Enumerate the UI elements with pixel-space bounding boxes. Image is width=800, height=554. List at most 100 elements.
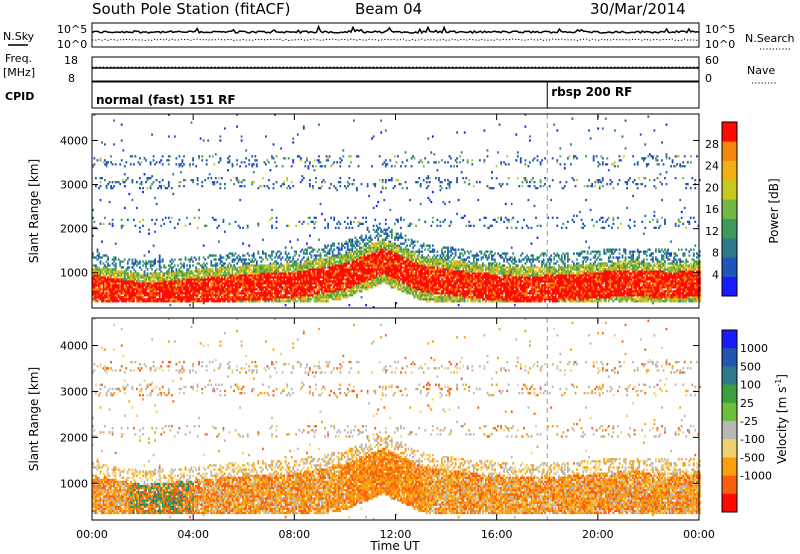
power-cell (271, 298, 273, 301)
power-cell (372, 254, 375, 257)
power-cell (366, 226, 369, 229)
power-cell (378, 222, 381, 225)
power-cell (372, 274, 375, 277)
power-cell (365, 220, 367, 223)
power-cell (104, 292, 106, 295)
power-cell (102, 278, 105, 281)
power-cell (108, 298, 111, 301)
power-cell (92, 280, 94, 283)
power-cell (333, 161, 336, 164)
power-cell (363, 248, 366, 251)
power-cell (424, 258, 427, 261)
power-cell (117, 288, 120, 291)
power-cell (404, 181, 407, 184)
power-cell (356, 248, 358, 251)
power-cell (139, 274, 141, 277)
power-cell (98, 296, 100, 299)
power-cell (321, 276, 323, 279)
power-cell (398, 288, 401, 291)
power-cell (299, 159, 302, 162)
power-cell (398, 236, 401, 239)
power-cell (295, 292, 298, 295)
power-cell (114, 282, 117, 285)
power-cell (202, 256, 205, 259)
power-cell (330, 256, 332, 259)
power-cell (280, 185, 282, 188)
power-cell (213, 163, 216, 166)
power-cell (284, 246, 287, 249)
power-cell (386, 163, 389, 166)
power-cell (371, 238, 373, 241)
power-cell (389, 159, 392, 162)
power-cell (286, 282, 288, 285)
power-cell (224, 187, 226, 190)
power-cell (339, 185, 342, 188)
power-cell (105, 161, 108, 164)
power-cell (363, 284, 366, 287)
power-cell (105, 282, 108, 285)
power-cell (101, 141, 103, 144)
power-cell (407, 224, 410, 227)
power-cell (231, 163, 234, 166)
power-cell (234, 274, 237, 277)
power-cell (116, 284, 119, 287)
power-cell (98, 270, 100, 273)
power-cell (104, 294, 106, 297)
power-cell (225, 272, 228, 275)
power-cell (228, 262, 231, 265)
power-cell (286, 294, 288, 297)
power-cell (219, 258, 222, 261)
power-cell (208, 270, 211, 273)
power-cell (321, 165, 323, 168)
power-cell (96, 280, 99, 283)
power-cell (113, 274, 115, 277)
power-cell (375, 244, 378, 247)
power-cell (125, 274, 128, 277)
power-cell (319, 274, 322, 277)
power-cell (372, 242, 375, 245)
power-cell (98, 292, 100, 295)
power-cell (99, 278, 102, 281)
power-cell (304, 284, 307, 287)
power-cell (93, 157, 96, 160)
power-cell (140, 161, 143, 164)
power-cell (337, 272, 340, 275)
power-cell (283, 183, 285, 186)
power-cell (280, 284, 282, 287)
power-cell (302, 286, 305, 289)
power-cell (122, 224, 125, 227)
power-cell (149, 262, 152, 265)
power-cell (218, 161, 220, 164)
power-cell (286, 298, 288, 301)
power-cell (356, 250, 358, 253)
power-cell (419, 159, 422, 162)
power-cell (99, 290, 102, 293)
power-cell (210, 177, 213, 180)
power-cell (133, 268, 135, 271)
power-cell (309, 183, 311, 186)
power-cell (190, 282, 193, 285)
power-cell (424, 286, 427, 289)
power-cell (306, 248, 308, 251)
power-cell (107, 280, 109, 283)
power-cell (129, 296, 132, 299)
power-cell (95, 177, 97, 180)
power-cell (117, 286, 120, 289)
power-cell (131, 258, 134, 261)
power-cell (419, 185, 422, 188)
power-cell (401, 258, 404, 261)
power-cell (345, 240, 348, 243)
power-cell (313, 222, 316, 225)
power-cell (398, 258, 401, 261)
power-cell (275, 216, 278, 219)
power-cell (304, 292, 307, 295)
power-cell (214, 254, 217, 257)
power-cell (96, 270, 99, 273)
power-cell (390, 264, 393, 267)
power-cell (339, 161, 342, 164)
power-cell (245, 270, 248, 273)
power-cell (243, 258, 246, 261)
power-cell (198, 268, 200, 271)
power-cell (381, 272, 384, 275)
power-cell (243, 298, 246, 301)
